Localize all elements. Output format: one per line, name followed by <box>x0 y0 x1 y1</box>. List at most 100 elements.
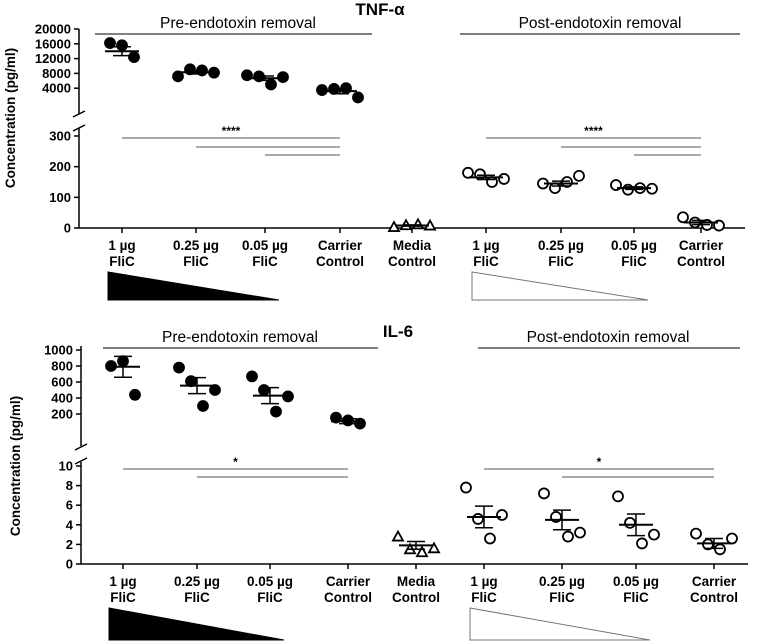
y-tick-label: 8 <box>66 478 73 493</box>
category-label: 0.25 µg FliC <box>539 574 585 605</box>
panel-title: IL-6 <box>383 322 413 341</box>
axis-break-mark <box>74 443 88 451</box>
data-point <box>173 361 185 374</box>
y-axis-title: Concentration (pg/ml) <box>3 48 18 188</box>
dose-wedge <box>107 271 280 301</box>
dose-wedges <box>107 271 649 301</box>
data-point <box>486 176 498 188</box>
data-point <box>636 537 648 550</box>
data-point <box>129 388 141 401</box>
data-point <box>427 541 441 554</box>
y-tick-label: 200 <box>51 407 73 422</box>
y-tick-label: 400 <box>51 391 73 406</box>
y-tick-label: 1000 <box>44 343 73 358</box>
category-label: Carrier Control <box>324 574 372 605</box>
data-point <box>496 509 508 521</box>
data-point <box>538 487 550 500</box>
category-label: Media Control <box>392 574 440 605</box>
data-point <box>246 370 258 383</box>
data-point <box>277 71 289 83</box>
category-label: 1 µg FliC <box>472 238 499 269</box>
data-point <box>258 384 270 396</box>
data-point <box>172 70 184 83</box>
data-point <box>562 530 574 543</box>
data-point <box>104 37 116 49</box>
category-label: 0.25 µg FliC <box>538 238 584 269</box>
y-tick-label: 20000 <box>35 22 71 37</box>
y-tick-label: 12000 <box>35 51 71 66</box>
pre-group-label: Pre-endotoxin removal <box>160 15 316 32</box>
significance-label: **** <box>584 124 603 138</box>
data-point <box>648 528 660 541</box>
category-labels: 1 µg FliC 0.25 µg FliC 0.05 µg FliC Carrier Con… <box>109 564 738 605</box>
category-label: Carrier Control <box>690 574 738 605</box>
data-point <box>472 513 484 525</box>
category-label: 0.05 µg FliC <box>611 238 657 269</box>
axis-break-mark <box>74 457 88 465</box>
category-label: 1 µg FliC <box>109 574 136 605</box>
data-point <box>330 411 342 424</box>
category-label: 0.25 µg FliC <box>174 574 220 605</box>
data-point <box>128 51 140 64</box>
dose-wedge <box>108 607 285 641</box>
category-labels: 1 µg FliC 0.25 µg FliC 0.05 µg FliC Carrier Con… <box>108 228 725 269</box>
data-point <box>612 490 624 503</box>
y-axis-title: Concentration (pg/ml) <box>8 396 23 536</box>
category-label: 0.05 µg FliC <box>242 238 288 269</box>
lower-ticks: 0 2 4 6 8 10 <box>59 459 81 572</box>
significance-bars: * * <box>123 455 714 478</box>
y-tick-label: 0 <box>66 557 73 572</box>
axis-break-mark <box>72 110 86 118</box>
data-point <box>391 529 405 542</box>
data-point <box>498 173 510 185</box>
post-group-label: Post-endotoxin removal <box>519 15 682 32</box>
data-point <box>549 182 561 195</box>
dose-wedge <box>471 271 649 301</box>
category-label: Media Control <box>388 238 436 269</box>
y-tick-label: 4 <box>66 517 74 532</box>
data-point <box>462 166 474 179</box>
panel-title: TNF-α <box>355 0 405 19</box>
data-point <box>209 384 221 396</box>
data-points <box>105 355 738 558</box>
data-points <box>104 37 725 232</box>
data-point <box>726 532 738 545</box>
tnf-alpha-panel: TNF-α Pre-endotoxin removal Post-endotox… <box>3 0 745 301</box>
data-point <box>624 516 636 529</box>
data-point <box>411 217 425 230</box>
pre-group-label: Pre-endotoxin removal <box>162 329 318 346</box>
y-tick-label: 10 <box>59 459 73 474</box>
y-tick-label: 0 <box>64 221 71 236</box>
category-label: 1 µg FliC <box>108 238 135 269</box>
lower-ticks: 0 100 200 300 <box>49 129 79 236</box>
data-point <box>415 545 429 558</box>
category-label: 0.05 µg FliC <box>613 574 659 605</box>
y-tick-label: 100 <box>49 190 71 205</box>
y-tick-label: 800 <box>51 359 73 374</box>
y-tick-label: 2 <box>66 537 73 552</box>
category-label: Carrier Control <box>316 238 364 269</box>
y-tick-label: 300 <box>49 129 71 144</box>
significance-label: * <box>233 455 238 469</box>
data-point <box>387 220 401 232</box>
category-label: 0.05 µg FliC <box>247 574 293 605</box>
data-point <box>574 526 586 539</box>
significance-bars: **** **** <box>122 124 701 156</box>
y-tick-label: 600 <box>51 375 73 390</box>
y-tick-label: 200 <box>49 159 71 174</box>
data-point <box>197 400 209 412</box>
dose-wedges <box>108 607 651 641</box>
il6-panel: IL-6 Pre-endotoxin removal Post-endotoxi… <box>8 322 748 641</box>
data-point <box>460 481 472 494</box>
data-point <box>677 211 689 224</box>
data-point <box>270 405 282 418</box>
data-point <box>265 78 277 91</box>
category-label: 0.25 µg FliC <box>173 238 219 269</box>
axis-break-mark <box>72 124 86 132</box>
post-group-label: Post-endotoxin removal <box>527 329 690 346</box>
dose-wedge <box>469 607 651 641</box>
data-point <box>484 532 496 545</box>
